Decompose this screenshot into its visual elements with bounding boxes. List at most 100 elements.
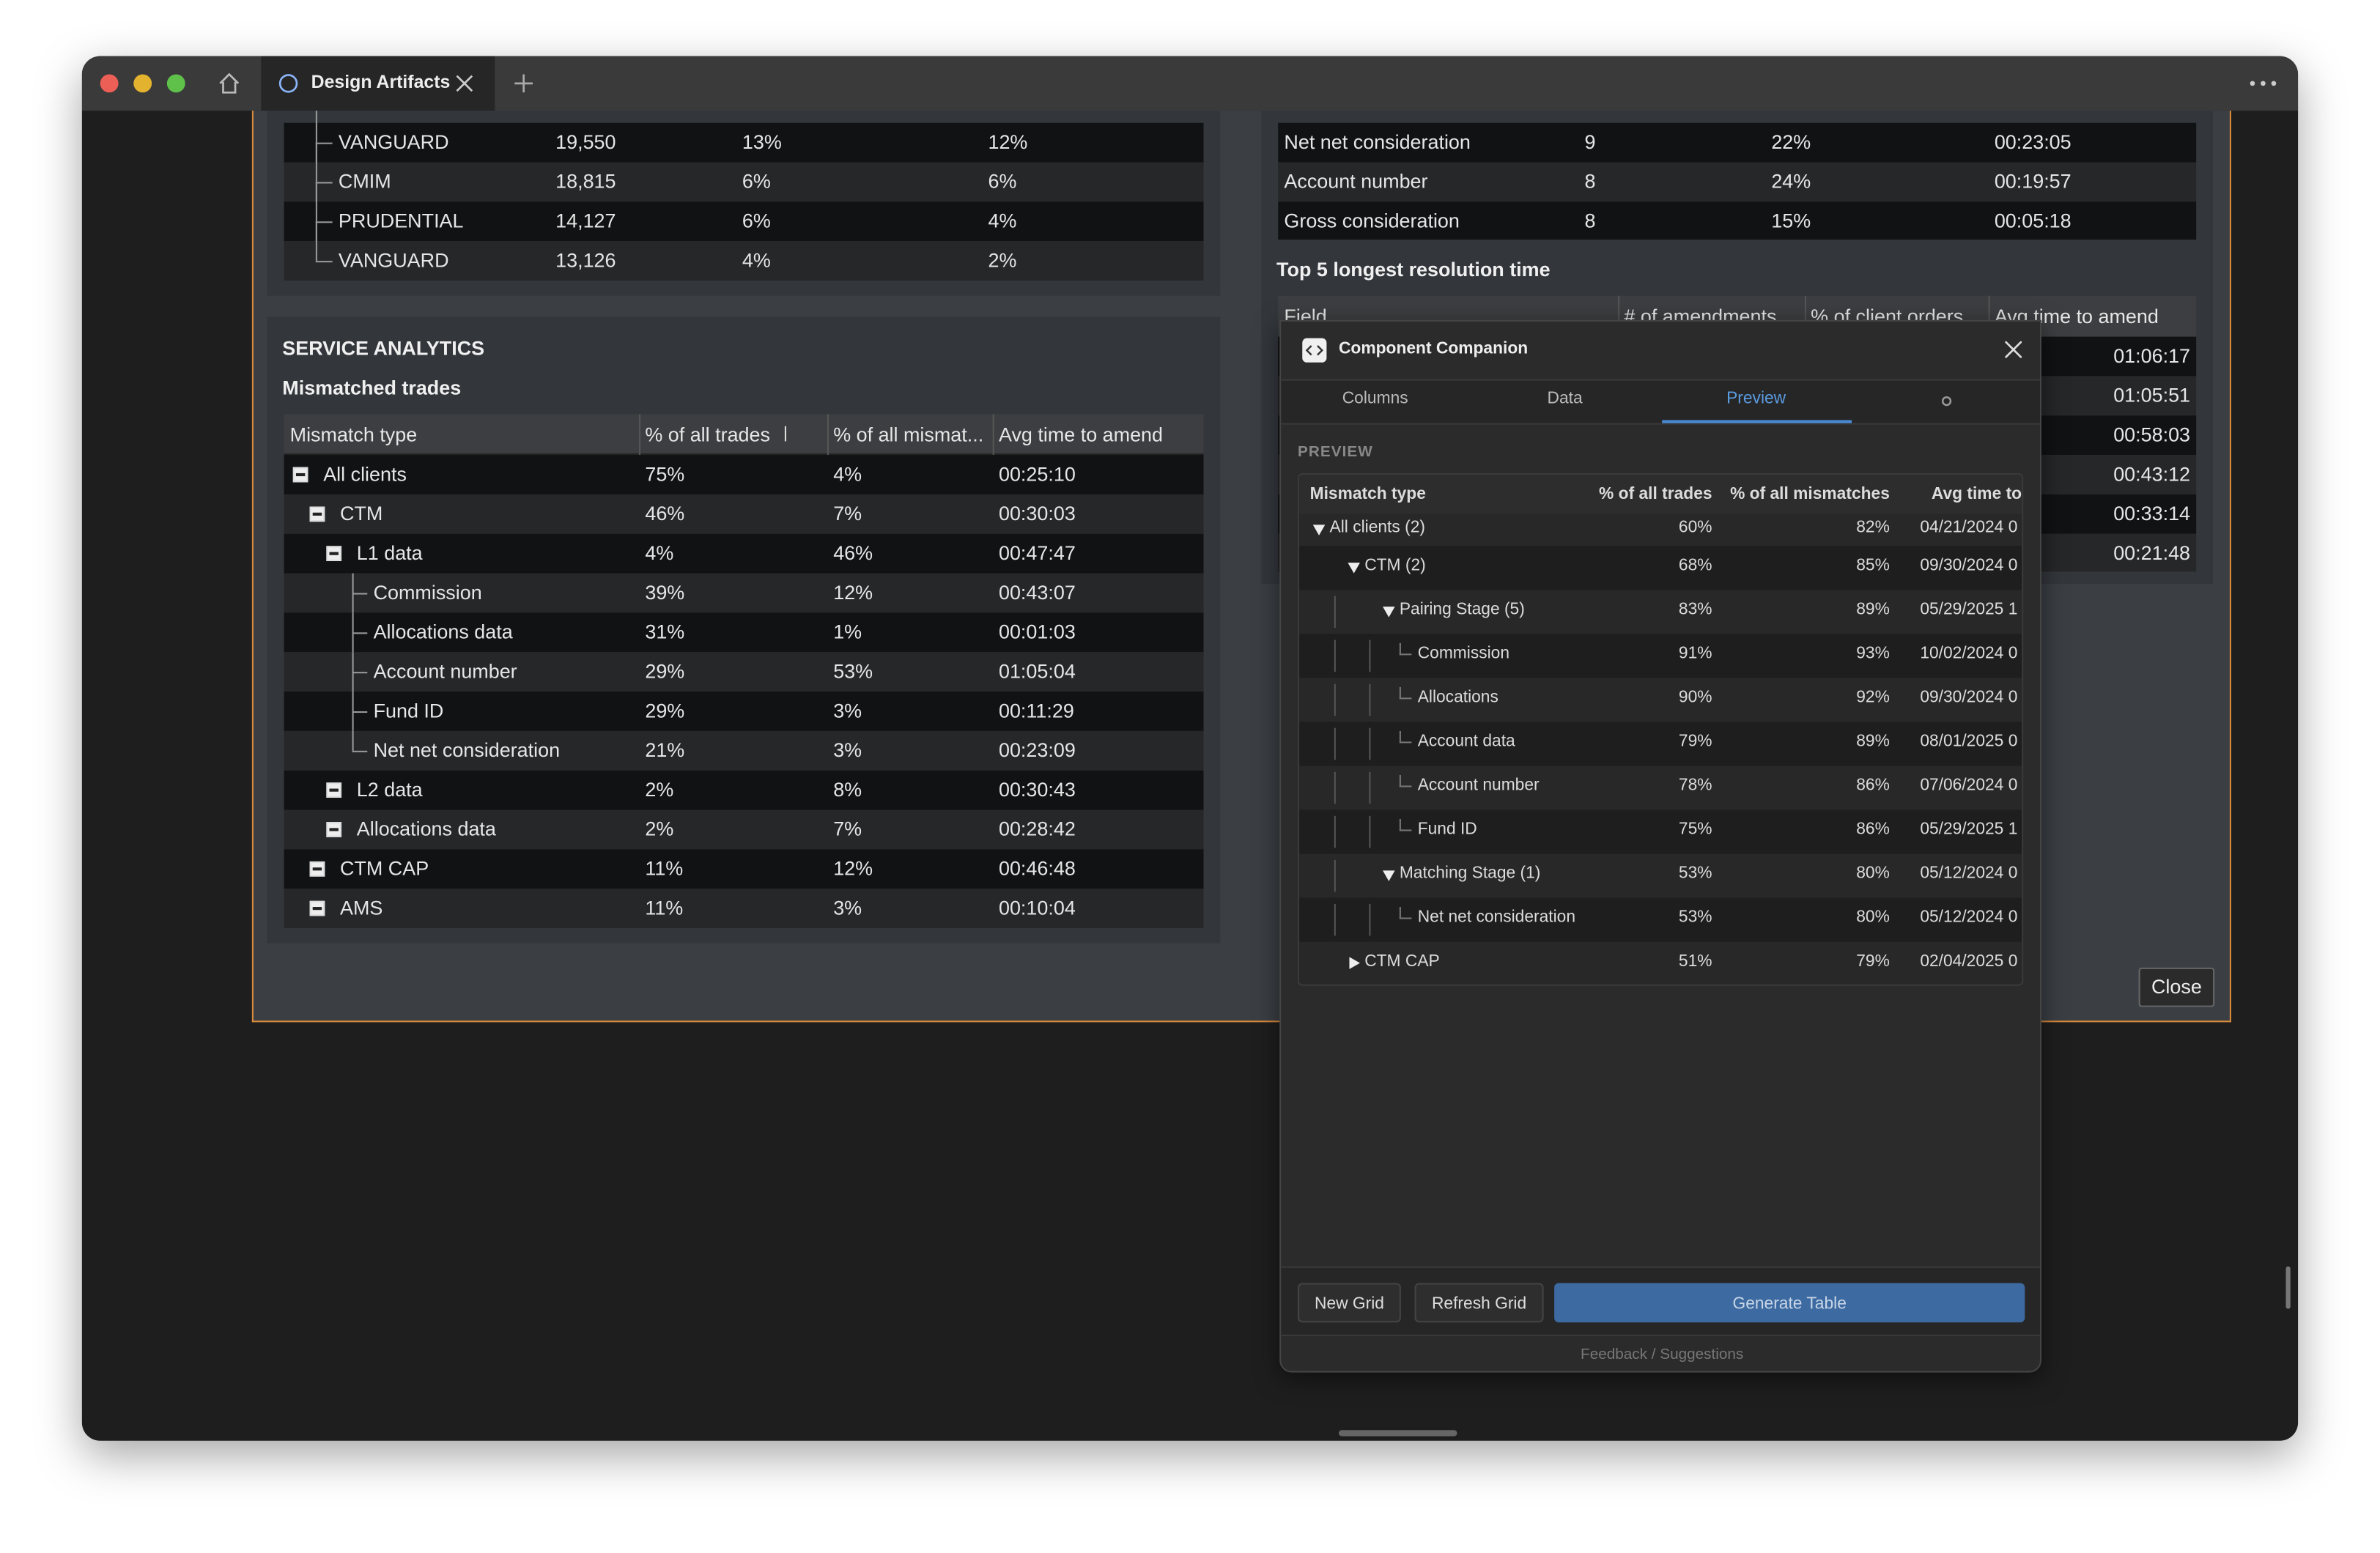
table-cell: 93% [1856,644,1890,663]
action-button[interactable]: New Grid [1298,1283,1401,1323]
column-divider [639,414,641,456]
column-header[interactable]: % of all mismatches [1730,485,1890,504]
expand-toggle[interactable] [1349,957,1360,969]
column-header[interactable]: % of all trades [1599,485,1712,504]
preview-table: Mismatch type % of all trades % of all mis… [1298,472,2024,986]
table-cell: 29% [645,699,685,722]
collapse-toggle[interactable] [326,822,342,837]
collapse-toggle[interactable] [326,546,342,562]
table-cell: 05/29/2025 1 [1920,600,2018,619]
row-label: Fund ID [373,699,444,722]
table-cell: 12% [833,856,873,880]
row-label: CTM [339,502,383,525]
table-cell: 00:23:05 [1994,130,2072,154]
toggle-bar [329,788,339,792]
row-label: Commission [1417,644,1510,663]
table-row [1299,765,2022,809]
table-cell: 1% [833,620,862,643]
table-cell: 79% [1856,952,1890,971]
minimize-light[interactable] [133,74,152,93]
tree-line [315,182,317,242]
table-cell: 89% [1856,732,1890,751]
table-cell: 24% [1771,169,1811,193]
tree-guide [1369,639,1371,672]
table-cell: 6% [742,169,771,193]
tree-guide [1334,595,1336,628]
tab-close[interactable] [455,74,473,92]
expand-toggle[interactable] [1383,607,1395,618]
action-button[interactable]: Refresh Grid [1414,1283,1544,1323]
tab[interactable]: Data [1547,390,1583,408]
tree-guide [1334,727,1336,760]
column-header[interactable]: % of all mismat... [833,423,984,446]
tab[interactable] [261,56,495,111]
table-row [1299,514,2022,546]
tab[interactable]: Columns [1342,390,1408,408]
column-header[interactable]: Mismatch type [289,423,418,446]
column-header[interactable]: % of all trades [645,423,770,446]
table-row [284,730,1204,771]
row-label: Net net consideration [1284,130,1471,154]
new-tab[interactable] [514,74,533,93]
tree-guide [1334,639,1336,672]
action-button[interactable]: Generate Table [1554,1283,2025,1323]
footer-link[interactable]: Feedback / Suggestions [1581,1346,1744,1364]
tree-branch [352,750,368,752]
tree-branch [315,261,333,263]
table-cell: 12% [988,130,1028,154]
companion-icon-glyph [1305,345,1323,356]
row-label: Account number [373,659,517,683]
table-row [1299,853,2022,897]
table-cell: 09/30/2024 0 [1920,556,2018,575]
table-cell: 00:05:18 [1994,209,2072,232]
table-cell: 08/01/2025 0 [1920,732,2018,751]
settings-tab[interactable] [1940,394,1954,408]
table-cell: 00:11:29 [998,699,1074,722]
more-menu[interactable] [2250,81,2277,86]
table-cell: 31% [645,620,685,643]
tab[interactable]: Preview [1726,390,1786,408]
collapse-toggle[interactable] [309,861,325,877]
home-indicator [1338,1430,1457,1437]
table-row [1299,809,2022,853]
zoom-light[interactable] [166,74,185,93]
home-icon[interactable] [217,71,241,95]
section-heading: SERVICE ANALYTICS [282,336,485,360]
collapse-toggle[interactable] [309,900,325,916]
collapse-toggle[interactable] [309,506,325,522]
column-header[interactable]: Avg time to amend [998,423,1164,446]
table-cell: 53% [1678,864,1712,883]
toggle-bar [312,907,322,911]
row-label: Net net consideration [373,738,561,762]
top-right-table: Net net consideration 9 22% 00:23:05 Account… [1278,111,2197,240]
column-header[interactable]: Avg time to [1931,485,2022,504]
top-left-table: VANGUARD 19,550 13% 12% CMIM 18,815 6% 6% PRUDEN… [284,111,1204,281]
table-cell: 10/02/2024 0 [1920,644,2018,663]
table-row [284,770,1204,810]
table-cell: 89% [1856,600,1890,619]
toggle-bar [329,552,339,555]
table-cell: 90% [1678,688,1712,707]
collapse-toggle[interactable] [326,782,342,798]
table-row [1278,162,2197,202]
tree-guide [1334,902,1336,935]
column-header[interactable]: Mismatch type [1309,485,1426,504]
table-cell: 60% [1678,519,1712,537]
close-button[interactable]: Close [2138,967,2215,1007]
expand-toggle[interactable] [1348,563,1360,574]
tree-branch [1399,907,1412,919]
expand-toggle[interactable] [1383,870,1395,881]
row-label: All clients [323,462,407,486]
expand-toggle[interactable] [1312,525,1326,535]
close-light[interactable] [100,74,119,93]
table-cell: 82% [1856,519,1890,537]
table-cell: 4% [742,248,771,272]
tree-guide [1369,771,1371,804]
table-cell: 6% [742,209,771,232]
table-cell: 00:58:03 [2113,423,2191,446]
collapse-toggle[interactable] [292,467,308,483]
tree-branch [1399,686,1412,700]
row-label: CMIM [338,169,391,193]
companion-close[interactable] [2005,341,2022,358]
